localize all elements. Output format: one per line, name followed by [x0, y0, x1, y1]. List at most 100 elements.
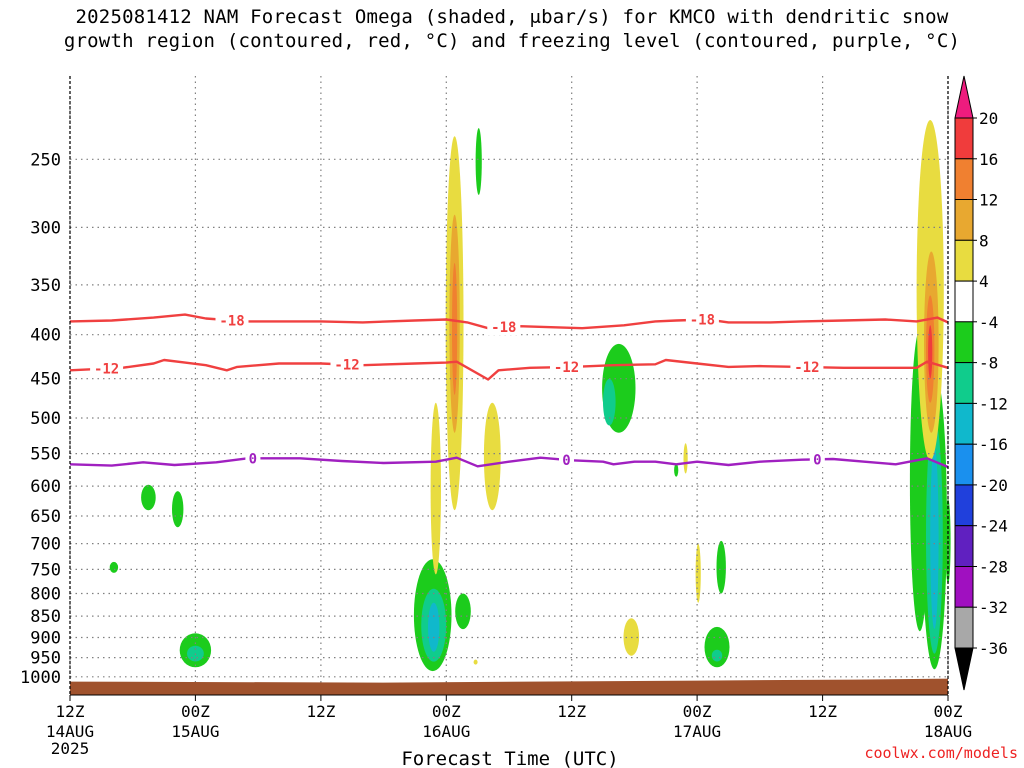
y-tick-label: 450 — [30, 370, 61, 390]
colorbar-top-arrow — [954, 75, 974, 119]
contour-label-bg — [559, 451, 574, 468]
contour-label: -18 — [491, 320, 516, 336]
x-axis-label: Forecast Time (UTC) — [401, 748, 618, 768]
axes-layer: 2503003504004505005506006507007508008509… — [20, 76, 972, 758]
y-tick-label: 400 — [30, 326, 61, 346]
y-tick-label: 1000 — [20, 668, 61, 688]
colorbar-bin — [954, 117, 974, 160]
colorbar: 20 16 12 8 4 -4 -8 -12 -16 -20 -24 -28 -32 -36 — [954, 75, 1008, 691]
colorbar-bin — [954, 484, 974, 527]
x-tick-date: 14AUG — [46, 722, 94, 741]
omega-region — [704, 626, 730, 668]
contour-label: -12 — [794, 360, 819, 376]
colorbar-label: -36 — [979, 639, 1008, 658]
contour-layer: -18 -18 -18 -12 -12 -12 -12 0 0 0 — [69, 311, 949, 469]
y-tick-label: 950 — [30, 649, 61, 669]
colorbar-bin — [954, 239, 974, 282]
omega-region — [928, 325, 933, 379]
contour-label-bg — [487, 319, 521, 336]
y-tick-label: 650 — [30, 507, 61, 527]
y-tick-label: 750 — [30, 560, 61, 580]
x-tick-year: 2025 — [51, 739, 90, 758]
contour-label-bg — [245, 450, 261, 467]
contour-label: -12 — [554, 360, 579, 376]
colorbar-label: -32 — [979, 598, 1008, 617]
contour-label: 0 — [562, 453, 570, 469]
x-tick-date: 18AUG — [924, 722, 972, 741]
y-tick-label: 800 — [30, 585, 61, 605]
colorbar-label: -4 — [979, 313, 998, 332]
colorbar-label: -24 — [979, 517, 1008, 536]
omega-region — [455, 593, 471, 630]
omega-region — [428, 602, 440, 652]
x-tick-label: 00Z — [432, 702, 461, 721]
y-tick-label: 250 — [30, 150, 61, 170]
omega-region — [674, 463, 679, 477]
omega-region — [716, 540, 726, 594]
colorbar-bin — [954, 158, 974, 201]
omega-region — [930, 446, 939, 629]
y-tick-label: 300 — [30, 218, 61, 238]
colorbar-label: 8 — [979, 231, 989, 250]
colorbar-bin — [954, 280, 974, 323]
colorbar-label: -20 — [979, 476, 1008, 495]
credit-text: coolwx.com/models — [864, 744, 1018, 762]
contour-label-bg — [809, 451, 825, 468]
contour-label-bg — [90, 360, 124, 377]
colorbar-label: 4 — [979, 272, 989, 291]
colorbar-bin — [954, 321, 974, 364]
omega-region — [483, 402, 501, 511]
contour-label: 0 — [813, 452, 821, 468]
contour-label-bg — [790, 359, 824, 375]
omega-region — [473, 659, 478, 665]
omega-region — [430, 402, 441, 575]
x-tick-label: 12Z — [56, 702, 85, 721]
y-tick-label: 350 — [30, 276, 61, 296]
contour-label: -12 — [94, 362, 119, 378]
x-tick-date: 17AUG — [673, 722, 721, 741]
omega-region — [172, 491, 184, 528]
colorbar-bin — [954, 566, 974, 608]
x-tick-date: 16AUG — [422, 722, 470, 741]
colorbar-bin — [954, 443, 974, 486]
colorbar-label: -12 — [979, 394, 1008, 413]
omega-region — [109, 561, 119, 573]
y-tick-label: 700 — [30, 535, 61, 555]
colorbar-bin — [954, 525, 974, 568]
grid-layer — [69, 76, 949, 695]
omega-region — [475, 128, 482, 195]
omega-region — [141, 484, 156, 511]
contour-line--18 — [69, 313, 949, 330]
y-tick-label: 900 — [30, 629, 61, 649]
ground-surface — [70, 678, 948, 695]
y-tick-label: 550 — [30, 445, 61, 465]
omega-region — [452, 262, 458, 395]
colorbar-label: -8 — [979, 354, 998, 373]
y-tick-label: 850 — [30, 607, 61, 627]
omega-region — [603, 378, 616, 426]
colorbar-label: 12 — [979, 191, 998, 210]
contour-label-bg — [330, 356, 364, 373]
x-tick-label: 12Z — [808, 702, 837, 721]
colorbar-label: 20 — [979, 109, 998, 128]
x-tick-label: 12Z — [557, 702, 586, 721]
omega-region — [711, 649, 723, 662]
colorbar-label: 16 — [979, 150, 998, 169]
colorbar-bottom-arrow — [954, 647, 974, 691]
omega-region — [683, 443, 688, 474]
contour-label: -12 — [334, 358, 359, 374]
colorbar-bin — [954, 199, 974, 241]
y-tick-label: 600 — [30, 477, 61, 497]
colorbar-label: -16 — [979, 435, 1008, 454]
contour-label-bg — [685, 311, 719, 328]
contour-label: 0 — [249, 451, 257, 467]
x-tick-label: 00Z — [683, 702, 712, 721]
contour-label: -18 — [219, 313, 244, 329]
colorbar-bin — [954, 362, 974, 404]
colorbar-label: -28 — [979, 558, 1008, 577]
contour-label-bg — [550, 359, 583, 375]
contour-label-bg — [215, 312, 249, 329]
chart-title-line-2: growth region (contoured, red, °C) and f… — [63, 30, 961, 52]
chart-title-line-1: 2025081412 NAM Forecast Omega (shaded, μ… — [75, 6, 949, 28]
